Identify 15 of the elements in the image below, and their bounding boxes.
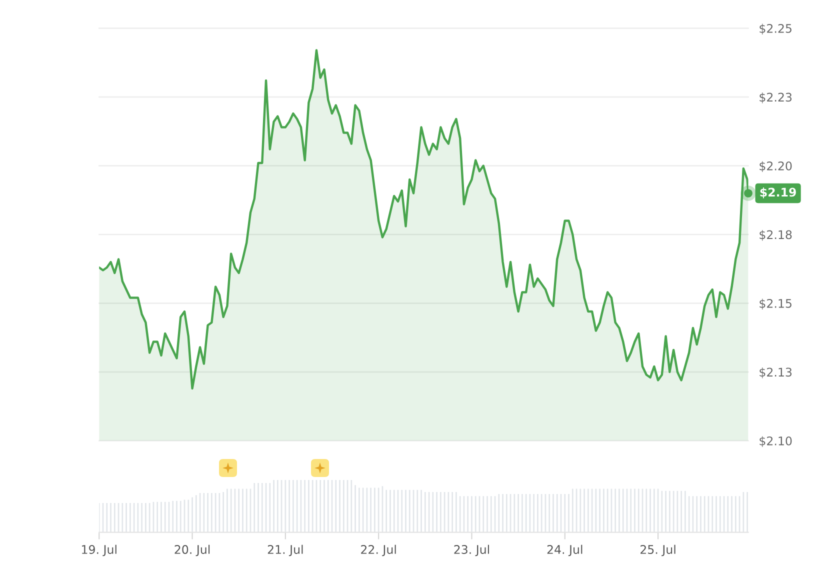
x-tick-label: 20. Jul [174,544,210,556]
y-tick-label: $2.10 [760,436,792,447]
x-tick-label: 24. Jul [547,544,582,556]
y-tick-label: $2.25 [760,24,792,34]
x-tick-label: 23. Jul [454,544,490,556]
y-tick-label: $2.20 [760,161,792,172]
x-tick-label: 21. Jul [268,544,303,556]
y-tick-label: $2.15 [760,298,792,310]
x-tick-label: 22. Jul [361,544,396,556]
y-tick-label: $2.23 [760,92,792,104]
y-tick-label: $2.13 [760,367,792,378]
y-tick-label: $2.18 [760,230,792,241]
annotation: $2.19 [760,188,796,198]
x-tick-label: 25. Jul [640,544,676,556]
x-tick-label: 19. Jul [82,544,116,556]
